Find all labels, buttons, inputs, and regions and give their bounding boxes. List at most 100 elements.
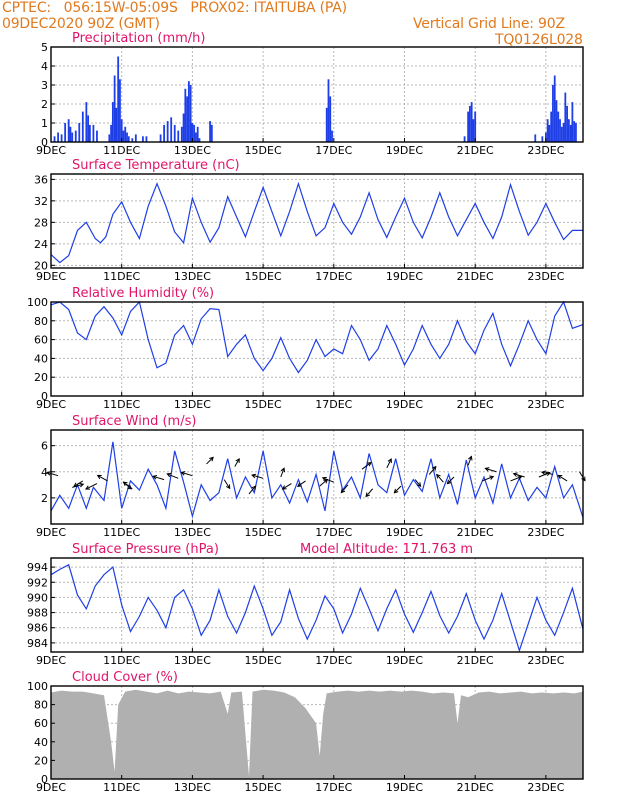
wind-arrow [485, 467, 497, 473]
y-tick-label: 2 [41, 492, 48, 505]
x-tick-label: 21DEC [457, 270, 494, 283]
x-tick-label: 15DEC [245, 781, 282, 794]
precip-bar [191, 123, 194, 142]
x-tick-label: 13DEC [174, 781, 211, 794]
y-tick-label: 5 [41, 41, 48, 54]
wind-arrow [73, 480, 84, 487]
x-tick-label: 11DEC [103, 781, 140, 794]
wind-arrow [46, 471, 59, 477]
rh-title: Relative Humidity (%) [72, 286, 214, 301]
wind-arrow-head [46, 471, 52, 476]
wind-arrow [340, 484, 349, 493]
wind-arrow [181, 471, 193, 477]
precip-bar [329, 96, 332, 142]
x-tick-label: 17DEC [315, 398, 352, 411]
precip-bar [569, 124, 572, 142]
precip-bar [196, 126, 199, 142]
precip-bar [108, 134, 111, 142]
wind-arrow-head [365, 492, 370, 498]
x-tick-label: 11DEC [103, 526, 140, 539]
precip-bar [71, 132, 74, 142]
wind-arrow-head [73, 482, 79, 487]
precip-bar [67, 119, 70, 142]
x-tick-label: 23DEC [527, 398, 564, 411]
wind-arrow [322, 477, 334, 483]
wind-arrow-head [321, 476, 327, 482]
wind-arrow [251, 474, 264, 479]
precip-bar [117, 56, 120, 142]
precip-bar [122, 130, 125, 142]
wind-arrow-head [416, 482, 422, 488]
y-tick-label: 988 [27, 607, 48, 620]
precip-bar [113, 75, 116, 142]
y-tick-label: 24 [34, 238, 48, 251]
precip-bar [166, 121, 169, 142]
x-tick-label: 19DEC [386, 526, 423, 539]
x-tick-label: 23DEC [527, 144, 564, 157]
x-tick-label: 11DEC [103, 270, 140, 283]
precip-bar [163, 124, 166, 142]
y-tick-label: 984 [27, 637, 48, 650]
x-tick-label: 9DEC [36, 526, 66, 539]
wind-arrow-head [152, 474, 158, 480]
x-tick-label: 15DEC [245, 654, 282, 667]
x-tick-label: 23DEC [527, 270, 564, 283]
y-tick-label: 20 [34, 754, 48, 767]
precip-bar [559, 119, 561, 142]
pres-title: Surface Pressure (hPa) [72, 542, 219, 557]
precip-bar [195, 132, 197, 142]
wind-arrow-head [393, 488, 399, 494]
wind-frame [50, 429, 584, 525]
x-tick-label: 11DEC [103, 144, 140, 157]
precip-bar [110, 124, 112, 142]
x-tick-label: 23DEC [527, 654, 564, 667]
x-tick-label: 17DEC [315, 654, 352, 667]
wind-arrow-head [127, 484, 132, 490]
x-tick-label: 17DEC [315, 781, 352, 794]
precip-bar [74, 130, 77, 142]
precip-title: Precipitation (mm/h) [72, 31, 205, 46]
y-tick-label: 100 [27, 680, 48, 693]
precip-bar [170, 117, 173, 142]
precip-bar [120, 119, 123, 142]
wind-arrow [414, 479, 421, 487]
cloud-panel: 0 20 40 60 80 100 9DEC 11DEC 13DEC 15DEC 17DEC 19DE… [27, 670, 584, 794]
wind-arrow [393, 485, 402, 494]
x-tick-label: 9DEC [36, 270, 66, 283]
precip-bar [127, 136, 130, 142]
precip-bar [557, 111, 560, 142]
wind-arrow [282, 483, 292, 490]
wind-arrow [386, 458, 392, 469]
y-tick-label: 6 [41, 440, 48, 453]
wind-arrow-head [251, 473, 257, 479]
x-tick-label: 13DEC [174, 270, 211, 283]
x-tick-label: 15DEC [245, 398, 282, 411]
wind-arrow-head [85, 485, 90, 490]
x-tick-label: 13DEC [174, 144, 211, 157]
precip-bar [184, 88, 187, 142]
rh-frame [50, 301, 584, 397]
y-tick-label: 60 [34, 717, 48, 730]
wind-arrow-head [225, 484, 231, 490]
grid-line-note: Vertical Grid Line: 90Z [413, 16, 565, 32]
precip-bar [210, 124, 213, 142]
wind-arrow-head [468, 455, 473, 461]
precip-bar [124, 126, 127, 142]
y-tick-label: 20 [34, 259, 48, 272]
precip-bar [468, 105, 471, 142]
wind-arrow [223, 479, 231, 489]
precip-bar [85, 102, 88, 142]
cloud-title: Cloud Cover (%) [72, 670, 178, 685]
temp-line [50, 181, 583, 264]
wind-arrow-head [280, 467, 286, 473]
precip-bar [562, 123, 565, 142]
precip-bar [564, 92, 567, 142]
wind-arrow-head [180, 471, 186, 476]
precip-bar [325, 107, 328, 142]
precip-bar [560, 126, 563, 142]
station-header: CPTEC: 056:15W-05:09S PROX02: ITAITUBA (… [2, 0, 347, 16]
wind-arrow [436, 474, 444, 483]
pres-frame [50, 557, 584, 653]
y-tick-label: 990 [27, 591, 48, 604]
wind-arrow-head [446, 479, 452, 485]
